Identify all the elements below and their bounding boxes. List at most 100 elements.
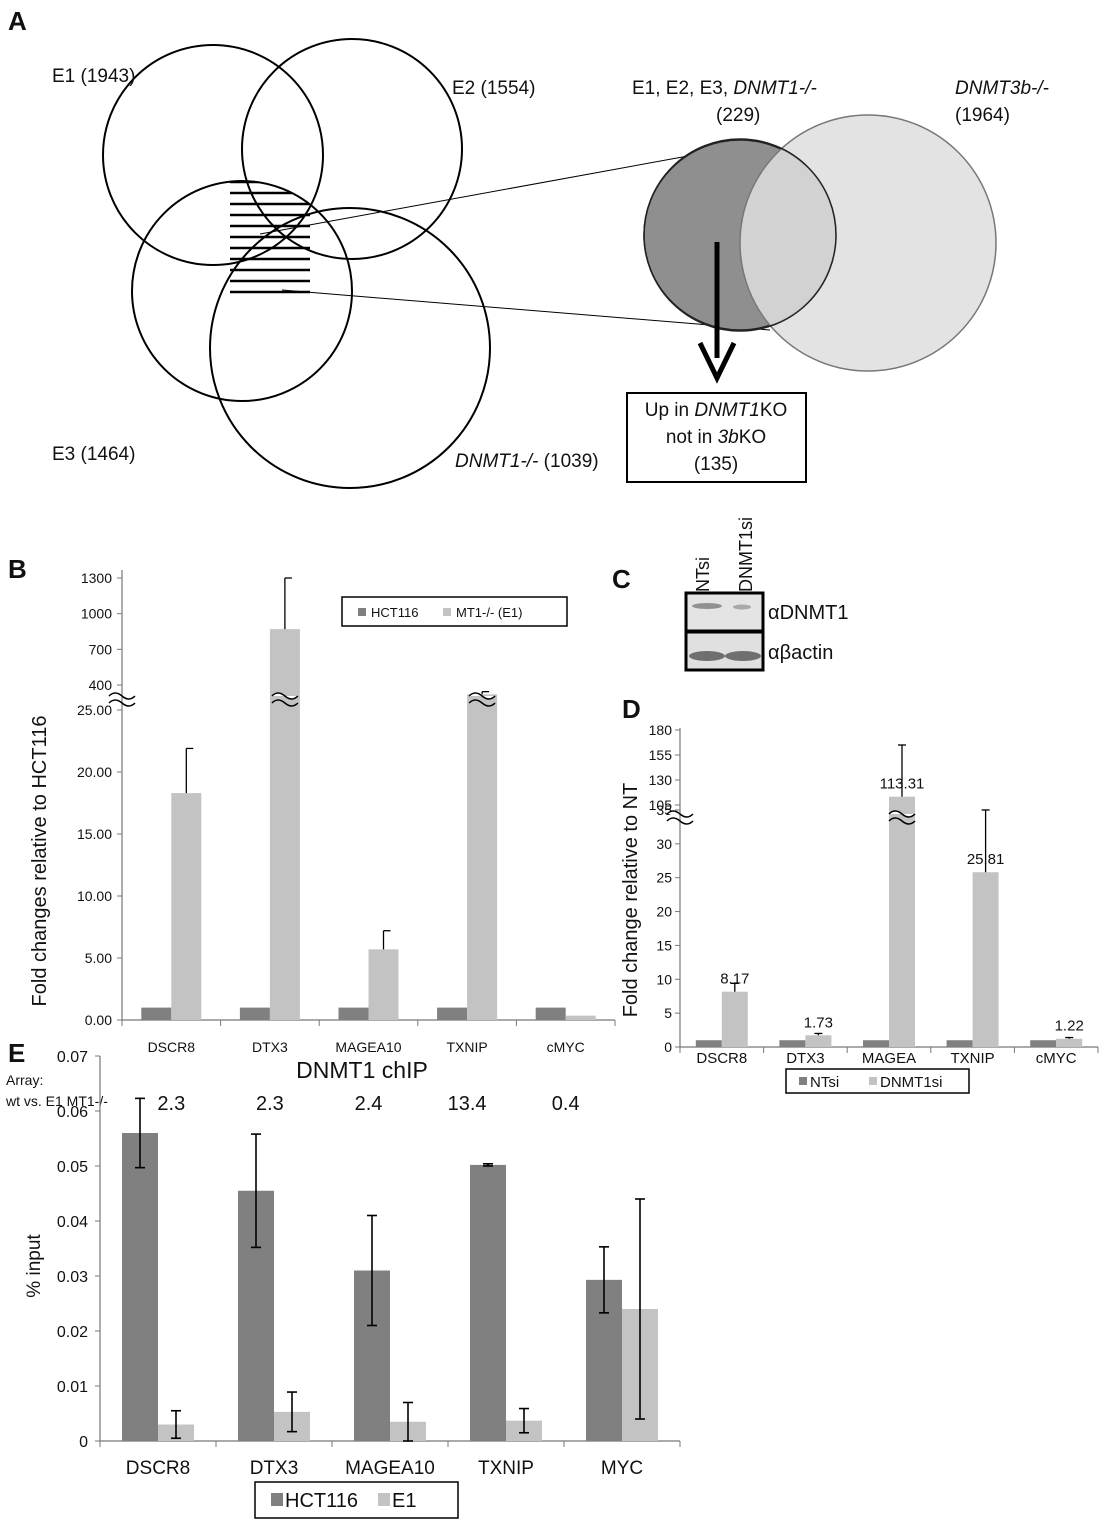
chart-e-xtick-label-txnip: TXNIP — [478, 1458, 534, 1479]
panel-label-d: D — [622, 694, 641, 724]
chart-b-bar-break — [271, 692, 299, 700]
chart-e-ytick-label: 0.01 — [57, 1379, 88, 1396]
panel-b: B Fold changes relative to HCT116 HCT116… — [5, 554, 616, 1115]
blot-dnmt1 — [684, 591, 765, 633]
chart-b-array-value-dtx3: 2.3 — [256, 1093, 284, 1115]
chart-e-bar-hct116-txnip — [470, 1164, 506, 1441]
venn-label-dnmt3b-count: (1964) — [955, 105, 1010, 126]
panel-label-c: C — [612, 564, 631, 594]
chart-b-array-label1: Array: — [6, 1072, 43, 1088]
venn-label-overlap: E1, E2, E3, DNMT1-/- — [632, 78, 817, 99]
chart-b-xtick-label-txnip: TXNIP — [446, 1039, 487, 1055]
zoom-line-bottom — [281, 289, 771, 331]
lane-label-dnmt1si: DNMT1si — [736, 517, 756, 592]
chart-d-ytick-label: 155 — [649, 747, 673, 763]
chart-d-bar-break — [888, 817, 916, 825]
panel-label-e: E — [8, 1038, 25, 1068]
chart-d-data-label-magea: 113.31 — [880, 776, 925, 793]
chart-d-axis-break — [666, 810, 694, 818]
chart-b-ytick-label: 700 — [89, 641, 113, 657]
chart-b-legend — [341, 596, 568, 627]
chart-d-xtick-label-magea: MAGEA — [862, 1050, 916, 1067]
chart-e-xtick-label-myc: MYC — [601, 1458, 643, 1479]
chart-e-bar-hct116-dscr8 — [122, 1133, 158, 1441]
chart-d-bar-dnmt1si-txnip — [972, 872, 999, 1047]
chart-d-ytick-label: 5 — [664, 1005, 672, 1021]
chart-b-ytick-label: 15.00 — [77, 826, 112, 842]
chart-d-ytick-label: 25 — [656, 870, 672, 886]
chart-b-axis-break — [108, 699, 136, 707]
chart-b-ytick-label: 25.00 — [77, 702, 112, 718]
chart-e-ytick-label: 0.05 — [57, 1159, 88, 1176]
chart-b-ytick-label: 1000 — [81, 606, 112, 622]
chart-d-legend — [785, 1068, 970, 1094]
panel-e: E DNMT1 chIP % input HCT116 E1 0 0.01 0.02… — [8, 1038, 681, 1519]
venn-label-e2: E2 (1554) — [452, 78, 535, 99]
venn-circle-e2 — [241, 38, 463, 260]
chart-d-bar-ntsi-txnip — [946, 1040, 973, 1047]
chart-b-array-value-txnip: 13.4 — [448, 1093, 487, 1115]
venn-overlap-hatch — [230, 181, 310, 294]
chart-b-bar-mt1-e1-dscr8 — [171, 793, 202, 1020]
panel-d: D Fold change relative to NT NTsi DNMT1s… — [620, 694, 1099, 1094]
chart-b-array-value-magea10: 2.4 — [355, 1093, 383, 1115]
chart-d-bar-ntsi-dscr8 — [695, 1040, 722, 1047]
chart-b-ytick-label: 400 — [89, 677, 113, 693]
result-box-line1: Up in DNMT1KO — [645, 400, 788, 421]
chart-e-ytick-label: 0.07 — [57, 1049, 88, 1066]
chart-b-xtick-label-dtx3: DTX3 — [252, 1039, 288, 1055]
chart-d-bar-dnmt1si-dtx3 — [805, 1035, 832, 1047]
chart-d-data-label-txnip: 25.81 — [967, 851, 1005, 868]
chart-e-legend — [254, 1481, 459, 1519]
chart-d-data-label-cmyc: 1.22 — [1055, 1018, 1084, 1035]
panel-a: A E1 (1943) E2 (1554) E3 (1464) DNMT1-/-… — [8, 6, 1049, 489]
chart-d-legend-label-ntsi: NTsi — [810, 1074, 839, 1091]
chart-e-legend-label-e1: E1 — [392, 1490, 416, 1512]
chart-b-array-value-dscr8: 2.3 — [157, 1093, 185, 1115]
result-box — [626, 392, 807, 483]
chart-b-bar-hct116-cmyc — [535, 1007, 566, 1020]
chart-b-array-value-cmyc: 0.4 — [552, 1093, 580, 1115]
chart-e-ytick-label: 0.06 — [57, 1104, 88, 1121]
chart-b-bar-mt1-e1-dtx3 — [269, 629, 300, 1020]
band-actin-dnmt1si — [725, 651, 761, 661]
zoom-line-top — [259, 147, 733, 235]
venn-circle-dnmt3b — [739, 114, 997, 372]
chart-e-ytick-label: 0.02 — [57, 1324, 88, 1341]
chart-b-bar-mt1-e1-cmyc — [565, 1015, 596, 1020]
chart-d-bar-dnmt1si-dscr8 — [721, 991, 748, 1047]
chart-d-axis-break — [666, 817, 694, 825]
venn-label-dnmt1: DNMT1-/- (1039) — [455, 451, 599, 472]
chart-b-ytick-label: 20.00 — [77, 764, 112, 780]
chart-e-ytick-label: 0 — [79, 1434, 88, 1451]
venn-circle-dnmt1 — [209, 207, 491, 489]
chart-d-data-label-dtx3: 1.73 — [804, 1014, 833, 1031]
chart-d-bar-ntsi-dtx3 — [779, 1040, 806, 1047]
chart-e-title: DNMT1 chIP — [296, 1057, 428, 1083]
band-dnmt1-dnmt1si — [733, 604, 751, 610]
chart-b-bar-mt1-e1-magea10 — [368, 949, 399, 1020]
chart-b-legend-label-e1: MT1-/- (E1) — [456, 605, 522, 620]
chart-b-bar-break — [468, 692, 496, 700]
chart-d-xtick-label-dscr8: DSCR8 — [696, 1050, 747, 1067]
chart-b-bar-mt1-e1-txnip — [467, 694, 498, 1020]
chart-d-ytick-label: 130 — [649, 772, 673, 788]
chart-d-bar-dnmt1si-magea — [889, 796, 915, 1047]
chart-e-xtick-label-magea10: MAGEA10 — [345, 1458, 435, 1479]
chart-e-legend-swatch-e1 — [378, 1493, 390, 1506]
chart-e-ylabel: % input — [24, 1234, 45, 1298]
chart-e-ytick-label: 0.03 — [57, 1269, 88, 1286]
chart-d-bar-ntsi-cmyc — [1030, 1040, 1057, 1047]
chart-d-bar-dnmt1si-cmyc — [1056, 1038, 1083, 1047]
chart-d-xtick-label-dtx3: DTX3 — [786, 1050, 824, 1067]
chart-b-ytick-label: 5.00 — [85, 950, 112, 966]
result-box-line3: (135) — [694, 454, 738, 475]
chart-b-bar-hct116-txnip — [437, 1007, 468, 1020]
chart-d-ylabel: Fold change relative to NT — [620, 783, 642, 1018]
chart-d-legend-swatch-dnmt1si — [869, 1077, 877, 1085]
chart-d-legend-swatch-ntsi — [799, 1077, 807, 1085]
chart-b-bar-hct116-dscr8 — [141, 1007, 172, 1020]
band-actin-ntsi — [689, 651, 725, 661]
lane-label-ntsi: NTsi — [693, 557, 713, 592]
venn-circle-overlap-outline — [643, 138, 837, 332]
